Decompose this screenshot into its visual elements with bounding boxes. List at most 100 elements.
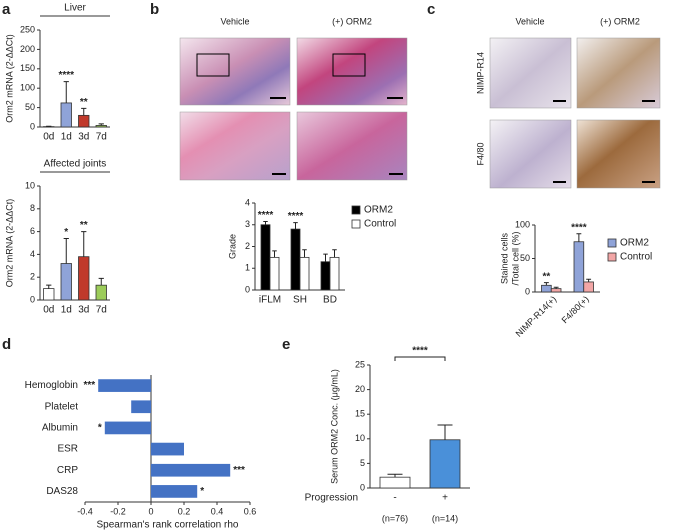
column-label: Vehicle xyxy=(220,16,249,26)
bar xyxy=(98,379,151,392)
y-axis-label: Serum ORM2 Conc. (μg/mL) xyxy=(329,369,339,484)
significance: ** xyxy=(80,220,88,231)
x-tick-label: 0d xyxy=(43,305,54,316)
y-tick-label: 6 xyxy=(30,226,35,236)
bar xyxy=(151,442,184,456)
ihc-image xyxy=(576,37,661,109)
error-bar xyxy=(272,250,277,258)
x-tick-label: 0d xyxy=(43,132,54,143)
y-tick-label: 2 xyxy=(30,272,35,282)
significance: ** xyxy=(80,97,88,108)
row-label: NIMP-R14 xyxy=(475,52,485,94)
y-tick-label: 50 xyxy=(25,102,35,112)
x-tick-label: BD xyxy=(323,295,337,306)
ihc-image xyxy=(489,119,572,189)
y-tick-label: ESR xyxy=(57,444,78,455)
legend-label: Control xyxy=(364,219,396,230)
error-bar xyxy=(332,249,337,258)
bar xyxy=(541,284,552,293)
histology-image xyxy=(296,37,408,106)
bar xyxy=(60,263,72,301)
x-tick-label: F4/80(+) xyxy=(560,294,591,325)
error-bar xyxy=(553,286,559,289)
column-label: (+) ORM2 xyxy=(600,16,640,26)
x-axis-label: Progression xyxy=(305,493,358,504)
panel-letter: d xyxy=(2,336,11,353)
y-tick-label: 0 xyxy=(525,286,530,296)
zoom-box xyxy=(332,53,366,77)
y-tick-label: 200 xyxy=(20,44,35,54)
error-bar xyxy=(437,424,453,440)
zoom-box xyxy=(196,53,230,77)
legend-swatch xyxy=(607,252,617,262)
error-bar xyxy=(46,284,52,289)
bar xyxy=(299,256,310,291)
comparison-bracket xyxy=(394,356,446,361)
panel-letter: e xyxy=(282,336,290,353)
significance: *** xyxy=(233,465,245,476)
bar xyxy=(95,125,107,128)
bar xyxy=(269,256,280,291)
chart-title: Affected joints xyxy=(44,159,107,170)
error-bar xyxy=(98,277,104,286)
error-bar xyxy=(293,222,298,230)
legend-label: ORM2 xyxy=(364,205,393,216)
error-bar xyxy=(323,253,328,262)
y-tick-label: 0 xyxy=(30,294,35,304)
bar xyxy=(78,114,90,128)
x-tick-label: 0.6 xyxy=(244,506,257,516)
error-bar xyxy=(302,249,307,258)
column-label: Vehicle xyxy=(515,16,544,26)
significance: * xyxy=(98,423,102,434)
y-tick-label: 10 xyxy=(25,180,35,190)
x-tick-label: -0.4 xyxy=(77,506,93,516)
y-axis-label: Grade xyxy=(227,234,237,259)
x-tick-label: 7d xyxy=(96,132,107,143)
significance: *** xyxy=(84,380,96,391)
bar xyxy=(550,288,562,293)
y-tick-label: 150 xyxy=(20,63,35,73)
bar xyxy=(131,400,151,414)
x-tick-label: -0.2 xyxy=(110,506,126,516)
bar xyxy=(573,241,585,293)
bar xyxy=(151,485,198,498)
y-tick-label: 250 xyxy=(20,24,35,34)
x-tick-label: SH xyxy=(293,295,307,306)
bar xyxy=(95,284,107,301)
y-tick-label: 5 xyxy=(360,458,365,468)
ihc-image xyxy=(489,37,572,109)
y-tick-label: 15 xyxy=(355,409,365,419)
y-tick-label: 20 xyxy=(355,384,365,394)
bar xyxy=(43,288,55,301)
chart-title: Liver xyxy=(64,3,86,14)
error-bar xyxy=(81,231,87,257)
error-bar xyxy=(387,473,403,478)
bar xyxy=(583,281,594,293)
y-tick-label: 50 xyxy=(520,253,530,263)
x-tick-label: 0.2 xyxy=(178,506,191,516)
y-tick-label: 100 xyxy=(20,83,35,93)
error-bar xyxy=(63,237,69,264)
x-tick-label: 1d xyxy=(61,305,72,316)
error-bar xyxy=(81,107,87,116)
panel-letter: a xyxy=(2,1,11,18)
significance: **** xyxy=(258,210,274,221)
significance: * xyxy=(64,227,68,238)
x-tick-label: - xyxy=(393,493,396,504)
count-label: (n=76) xyxy=(382,513,408,523)
y-axis-label: Orm2 mRNA (2-ΔΔCt) xyxy=(4,199,14,288)
bar xyxy=(329,256,340,291)
significance: ** xyxy=(542,271,550,282)
significance: **** xyxy=(288,211,304,222)
y-tick-label: CRP xyxy=(57,465,78,476)
y-tick-label: 4 xyxy=(30,249,35,259)
significance: **** xyxy=(58,70,74,81)
y-tick-label: 0 xyxy=(30,121,35,131)
y-tick-label: 8 xyxy=(30,203,35,213)
x-tick-label: 3d xyxy=(78,305,89,316)
histology-image xyxy=(179,37,291,106)
y-tick-label: 4 xyxy=(245,197,250,207)
significance: * xyxy=(200,486,204,497)
error-bar xyxy=(98,123,104,126)
